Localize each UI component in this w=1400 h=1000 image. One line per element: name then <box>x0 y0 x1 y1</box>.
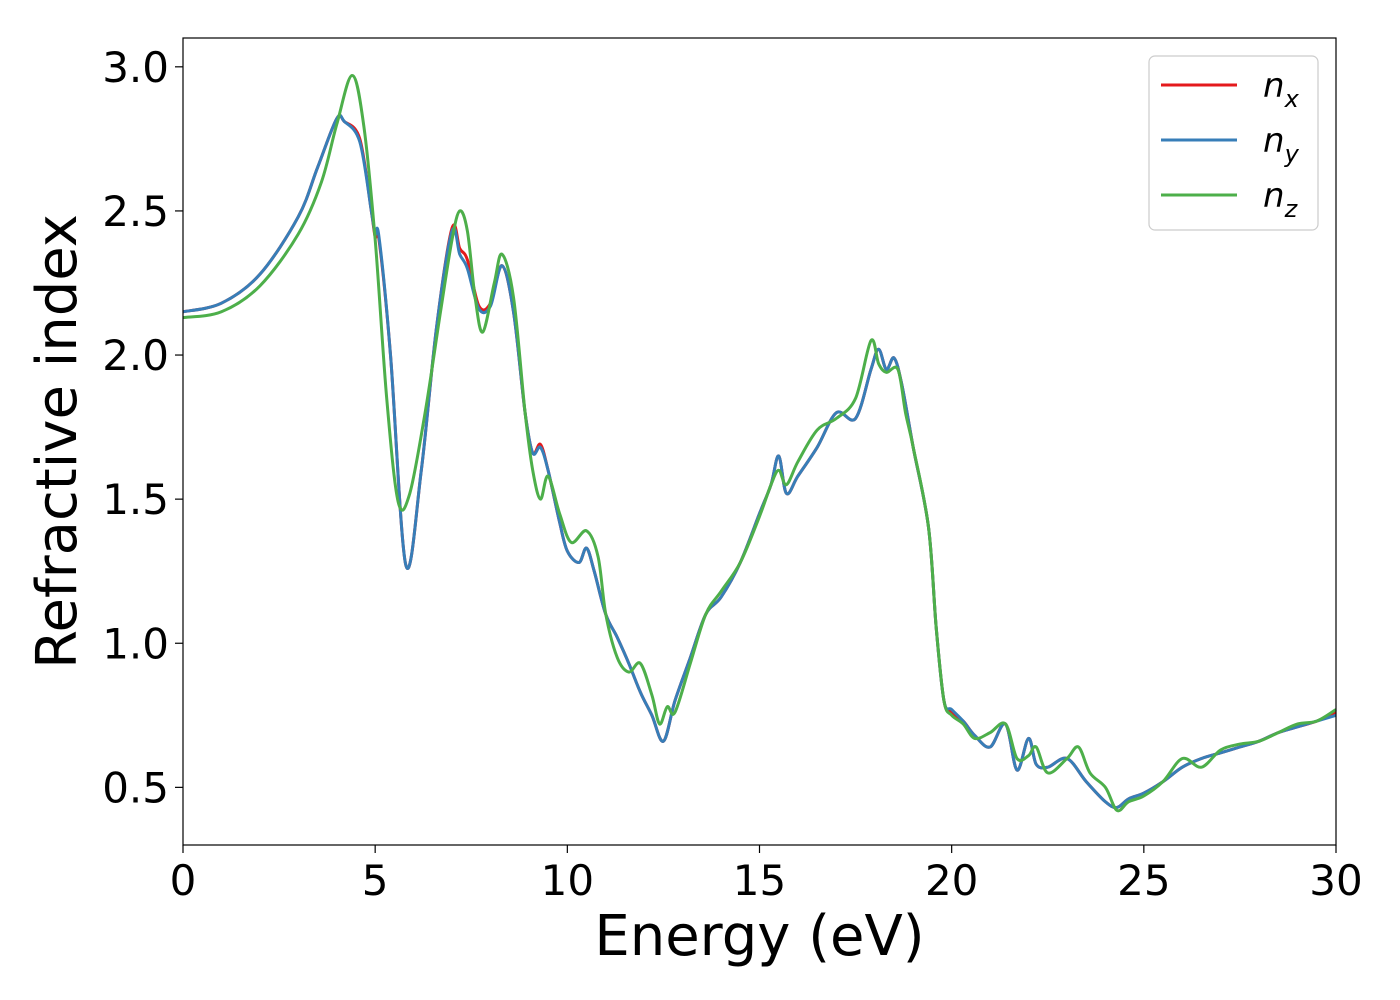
x-axis: 0 5 10 15 20 25 30 <box>170 845 1363 905</box>
series-line-n_y <box>182 113 1337 810</box>
x-tick-label: 5 <box>362 856 389 905</box>
legend-label-base: n <box>1263 121 1285 161</box>
y-tick-label: 3.0 <box>102 43 169 92</box>
x-tick-label: 15 <box>733 856 786 905</box>
x-tick-label: 0 <box>170 856 197 905</box>
legend-label-subscript: y <box>1284 140 1300 168</box>
y-tick-label: 2.5 <box>102 187 169 236</box>
y-tick-label: 1.0 <box>102 619 169 668</box>
series-layer <box>182 74 1337 813</box>
legend-box <box>1148 55 1319 231</box>
y-axis: 0.5 1.0 1.5 2.0 2.5 3.0 <box>102 43 183 812</box>
x-tick-label: 20 <box>925 856 978 905</box>
x-tick-label: 30 <box>1309 856 1362 905</box>
legend-label-subscript: z <box>1284 195 1299 223</box>
series-line-n_z <box>182 74 1337 813</box>
y-tick-label: 2.0 <box>102 331 169 380</box>
x-tick-label: 25 <box>1117 856 1170 905</box>
legend-label-n_x: nx <box>1263 66 1300 113</box>
y-tick-label: 0.5 <box>102 763 169 812</box>
legend-label-subscript: x <box>1284 85 1300 113</box>
legend-label-base: n <box>1263 176 1285 216</box>
legend-label-n_y: ny <box>1263 121 1300 168</box>
y-axis-title: Refractive index <box>25 214 90 669</box>
x-axis-title: Energy (eV) <box>594 904 924 969</box>
legend-label-n_z: nz <box>1263 176 1299 223</box>
x-tick-label: 10 <box>541 856 594 905</box>
legend-label-base: n <box>1263 66 1285 106</box>
y-tick-label: 1.5 <box>102 475 169 524</box>
